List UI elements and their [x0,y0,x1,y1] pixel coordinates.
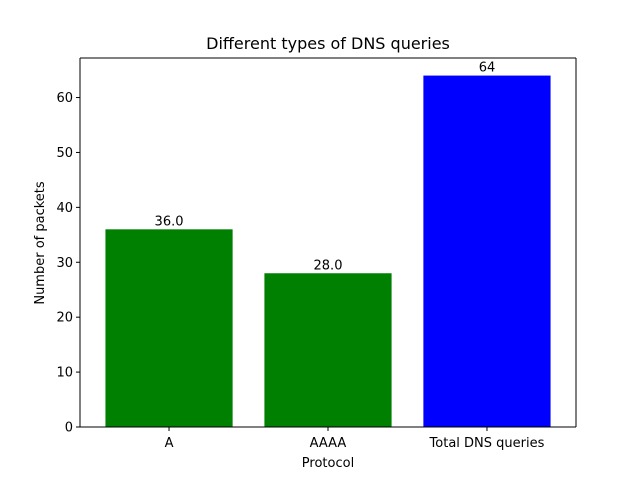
x-tick-label: Total DNS queries [429,436,545,451]
y-tick-label: 60 [56,91,73,106]
bar [423,75,551,428]
y-tick-label: 20 [56,311,73,326]
bar [105,229,233,427]
bar-value-label: 36.0 [155,214,184,229]
bar [264,273,392,427]
y-tick-label: 40 [56,201,73,216]
x-tick-label: A [165,436,174,451]
x-tick-label: AAAA [310,436,347,451]
chart-title: Different types of DNS queries [206,34,450,53]
y-tick-label: 0 [65,421,73,436]
y-tick-label: 10 [56,366,73,381]
y-axis-label: Number of packets [33,181,48,305]
y-tick-label: 50 [56,146,73,161]
x-axis-label: Protocol [302,456,354,471]
bar-value-label: 28.0 [314,258,343,273]
y-tick-label: 30 [56,256,73,271]
bar-value-label: 64 [479,61,496,76]
